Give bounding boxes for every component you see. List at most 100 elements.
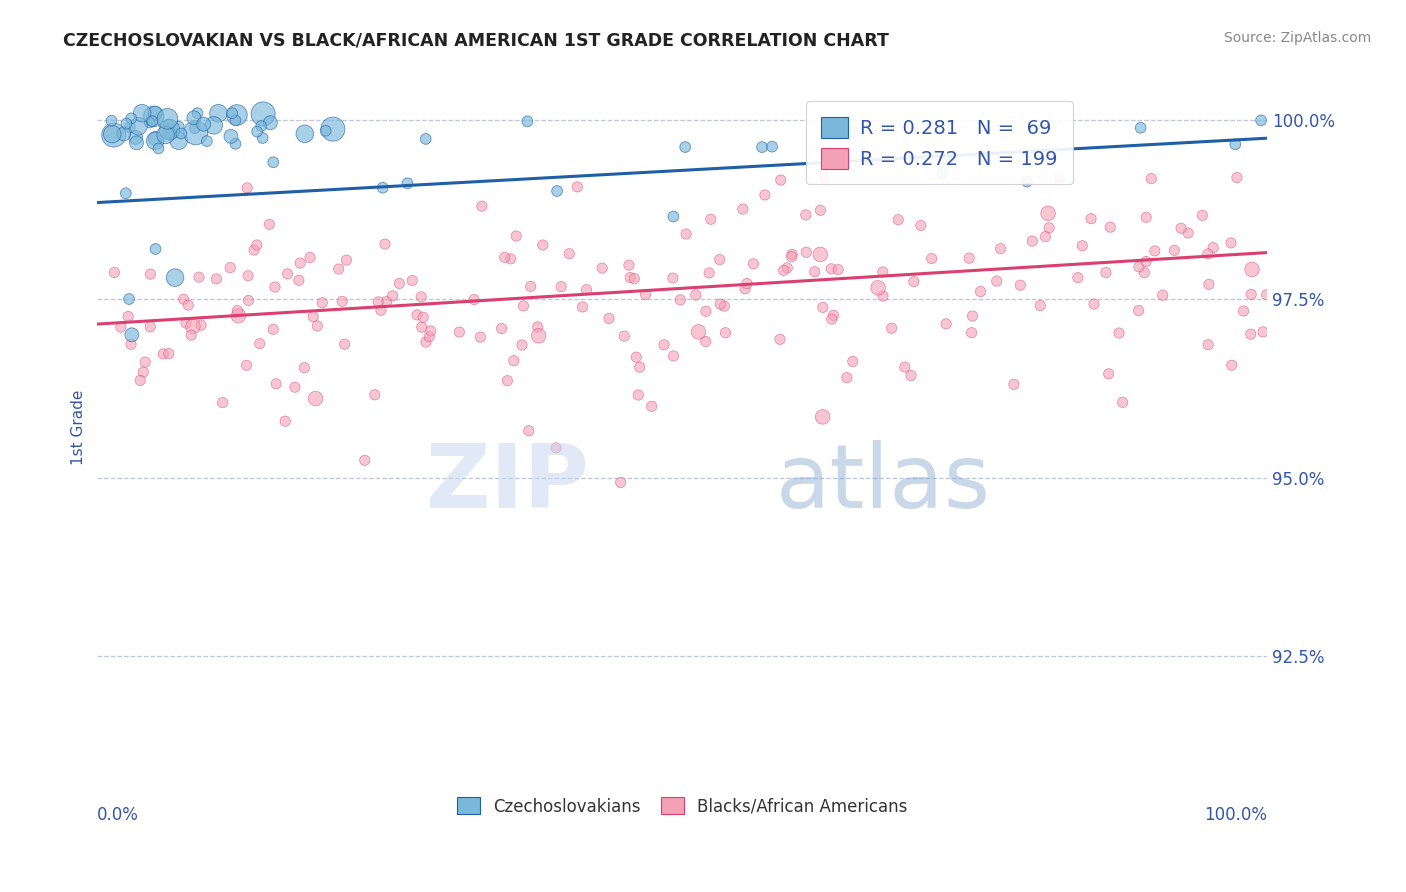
Point [714,326,737,340]
Point [322,122,344,136]
Point [110,320,132,334]
Point [224,113,246,128]
Point [761,139,783,153]
Text: atlas: atlas [776,441,991,527]
Point [591,261,613,276]
Point [120,112,142,126]
Point [118,292,141,306]
Point [364,388,387,402]
Point [335,253,357,268]
Point [969,285,991,299]
Point [1071,239,1094,253]
Point [1256,288,1278,302]
Point [491,321,513,335]
Point [841,124,863,138]
Point [134,355,156,369]
Point [143,131,166,145]
Point [367,294,389,309]
Point [145,242,167,256]
Point [526,319,548,334]
Point [772,263,794,277]
Point [190,318,212,333]
Point [415,132,437,146]
Point [931,166,953,180]
Point [628,360,651,375]
Point [142,110,165,124]
Point [697,266,720,280]
Point [121,327,143,342]
Point [517,424,540,438]
Point [516,114,538,128]
Point [173,292,195,306]
Point [1083,297,1105,311]
Point [502,353,524,368]
Point [1133,266,1156,280]
Point [211,395,233,409]
Point [294,127,316,141]
Point [157,118,180,132]
Point [519,279,541,293]
Point [935,317,957,331]
Point [823,308,845,322]
Point [180,328,202,343]
Point [330,294,353,309]
Point [675,227,697,241]
Point [910,219,932,233]
Point [141,114,163,128]
Point [662,271,685,285]
Point [235,359,257,373]
Point [734,282,756,296]
Point [827,262,849,277]
Point [236,181,259,195]
Point [100,113,122,128]
Point [246,238,269,252]
Point [1021,234,1043,248]
Point [411,290,433,304]
Point [302,310,325,324]
Point [1111,395,1133,409]
Point [814,170,837,185]
Point [640,400,662,414]
Point [288,273,311,287]
Point [419,324,441,338]
Point [1140,171,1163,186]
Point [181,319,204,334]
Point [139,267,162,281]
Point [264,376,287,391]
Point [259,116,281,130]
Point [872,265,894,279]
Point [1226,170,1249,185]
Point [820,261,842,276]
Point [115,117,138,131]
Point [328,262,350,277]
Point [1099,220,1122,235]
Point [695,334,717,349]
Point [496,374,519,388]
Point [634,287,657,301]
Point [138,115,160,129]
Point [1191,208,1213,222]
Point [226,303,249,318]
Point [735,277,758,291]
Point [776,260,799,275]
Point [1080,211,1102,226]
Point [1220,358,1243,372]
Point [662,349,685,363]
Point [1250,113,1272,128]
Point [412,310,434,325]
Point [143,134,166,148]
Point [1036,206,1059,220]
Point [252,131,274,145]
Point [307,318,329,333]
Legend: Czechoslovakians, Blacks/African Americans: Czechoslovakians, Blacks/African America… [450,790,914,822]
Point [1240,262,1263,277]
Point [463,293,485,307]
Point [396,177,419,191]
Point [868,281,890,295]
Point [167,120,190,134]
Point [1225,137,1247,152]
Point [550,279,572,293]
Point [124,130,146,145]
Point [669,293,692,307]
Point [186,106,208,120]
